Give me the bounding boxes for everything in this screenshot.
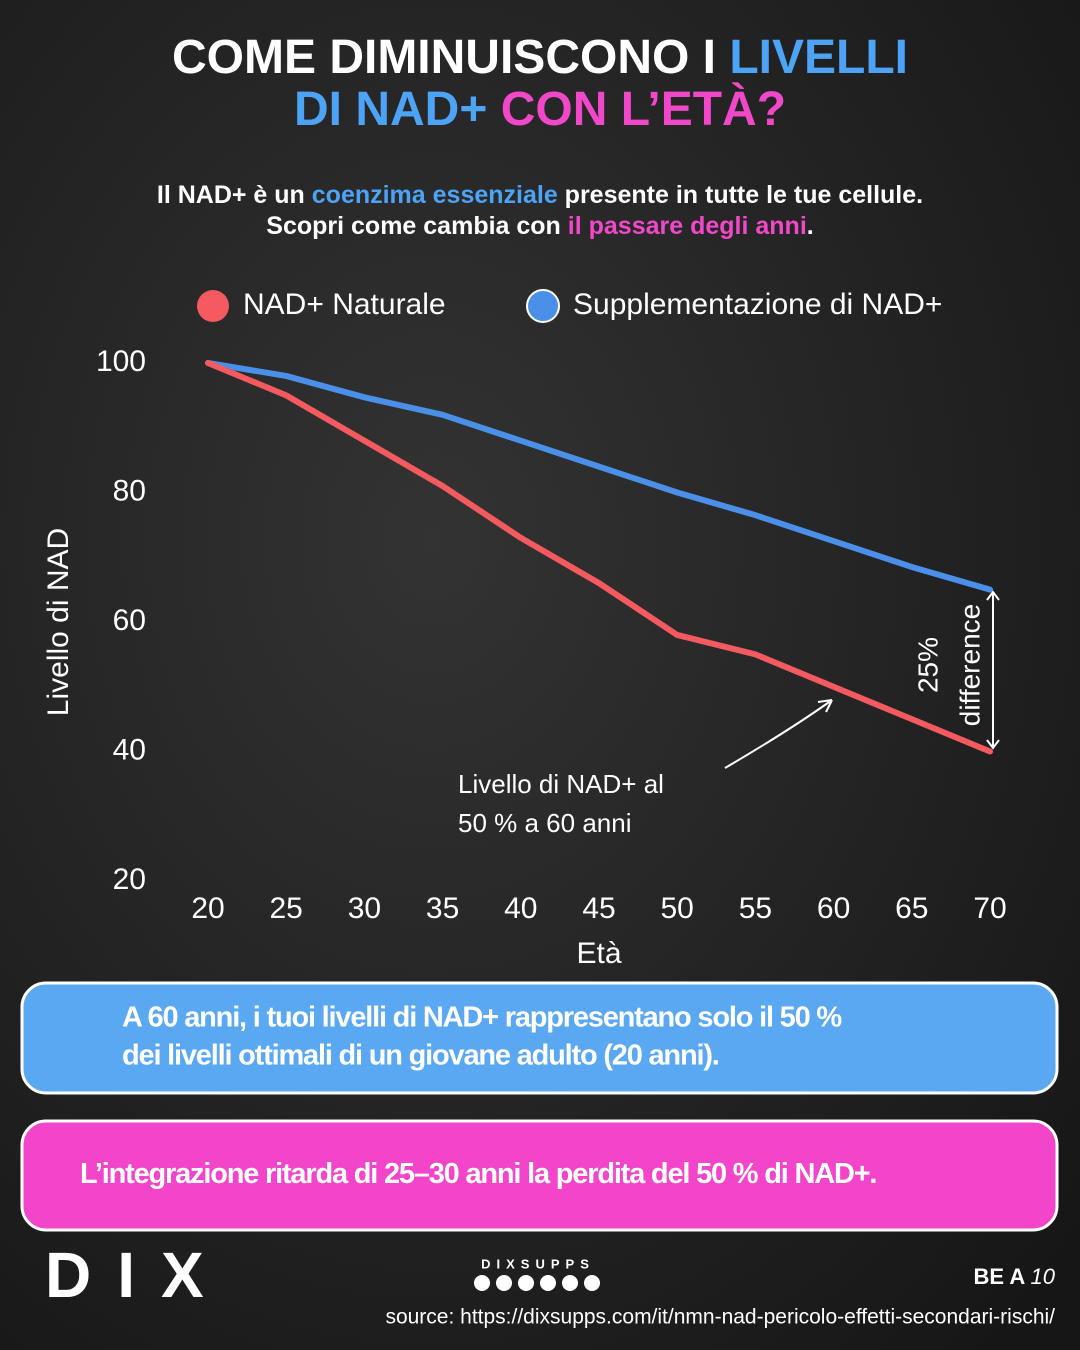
x-tick-label: 65: [895, 892, 928, 925]
tiktok-icon: [496, 1275, 512, 1291]
callout-box: [20, 981, 1059, 1095]
facebook-icon: [540, 1275, 556, 1291]
y-tick-label: 100: [96, 345, 146, 378]
slogan-part: 10: [1031, 1264, 1056, 1289]
annotation-arrow: [724, 699, 833, 769]
youtube-icon: [474, 1275, 490, 1291]
x-tick-label: 35: [426, 892, 459, 925]
x-tick-label: 40: [504, 892, 537, 925]
y-tick-label: 60: [113, 604, 146, 637]
x-tick-label: 45: [582, 892, 615, 925]
subtitle: Il NAD+ è un coenzima essenziale present…: [157, 181, 923, 209]
subtitle-part: Scopri come cambia con: [266, 212, 568, 240]
subtitle: Scopri come cambia con il passare degli …: [266, 212, 813, 240]
x-tick-label: 55: [739, 892, 772, 925]
slogan: BE A 10: [973, 1264, 1055, 1289]
source: source: https://dixsupps.com/it/nmn-nad-…: [385, 1306, 1055, 1329]
callout-text: A 60 anni, i tuoi livelli di NAD+ rappre…: [122, 1002, 842, 1034]
instagram-icon: [562, 1275, 578, 1291]
x-tick-label: 30: [348, 892, 381, 925]
x-tick-label: 50: [661, 892, 694, 925]
callout-text: L’integrazione ritarda di 25–30 anni la …: [80, 1158, 876, 1190]
difference-label: difference: [954, 604, 985, 726]
y-tick-label: 20: [113, 863, 146, 896]
legend-label: NAD+ Naturale: [243, 288, 446, 321]
slogan-part: BE A: [973, 1264, 1030, 1289]
legend-swatch: [526, 289, 560, 323]
callout-box: [20, 1119, 1059, 1232]
x-tick-label: 70: [973, 892, 1006, 925]
title: DI NAD+ CON L’ETÀ?: [294, 82, 786, 136]
subtitle-part: il passare degli anni: [568, 212, 807, 240]
subtitle-part: presente in tutte le tue cellule.: [558, 181, 923, 209]
title-part: COME DIMINUISCONO I: [172, 31, 729, 84]
x-tick-label: 25: [270, 892, 303, 925]
brand: DIXSUPPS: [481, 1256, 595, 1271]
subtitle-part: coenzima essenziale: [312, 181, 558, 209]
logo: DIX: [45, 1239, 230, 1311]
pinterest-icon: [584, 1275, 600, 1291]
difference-label: 25%: [912, 637, 943, 693]
x-tick-label: 60: [817, 892, 850, 925]
data-line: [205, 360, 993, 755]
difference-arrow: [986, 590, 1000, 750]
title-part: DI NAD+: [294, 83, 501, 136]
y-tick-label: 40: [113, 733, 146, 766]
legend-label: Supplementazione di NAD+: [573, 288, 942, 321]
callout-text: dei livelli ottimali di un giovane adult…: [122, 1040, 719, 1072]
data-line: [205, 360, 993, 593]
x-axis-label: Età: [576, 937, 621, 970]
subtitle-part: Il NAD+ è un: [157, 181, 312, 209]
y-tick-label: 80: [113, 474, 146, 507]
twitter-icon: [518, 1275, 534, 1291]
title-part: CON L’ETÀ?: [501, 82, 786, 136]
x-tick-label: 20: [191, 892, 224, 925]
title-part: LIVELLI: [729, 31, 908, 84]
title: COME DIMINUISCONO I LIVELLI: [172, 31, 908, 84]
annotation: Livello di NAD+ al: [458, 769, 664, 799]
y-axis-label: Livello di NAD: [42, 528, 75, 716]
annotation: 50 % a 60 anni: [458, 808, 631, 838]
annotation-arrowhead: [817, 699, 833, 713]
subtitle-part: .: [807, 212, 814, 240]
legend-swatch: [197, 290, 229, 322]
